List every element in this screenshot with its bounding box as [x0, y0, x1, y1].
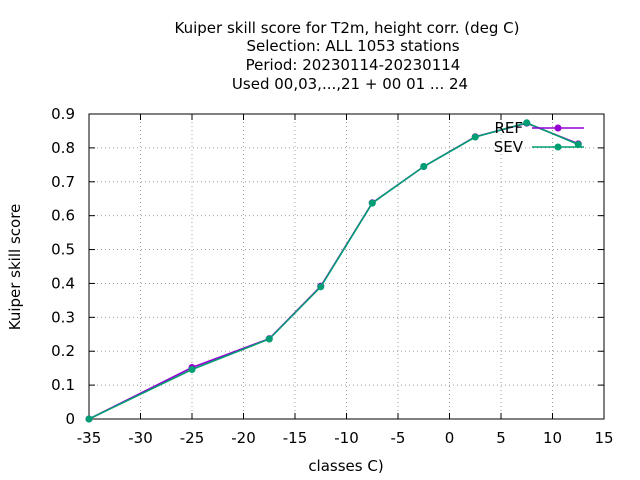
chart-title-line-1: Kuiper skill score for T2m, height corr.…	[175, 19, 520, 37]
y-tick-label: 0.3	[51, 308, 75, 326]
y-tick-label: 0.4	[51, 274, 75, 292]
series-sev	[85, 119, 582, 423]
chart-title-line-4: Used 00,03,...,21 + 00 01 ... 24	[232, 75, 468, 93]
x-tick-label: -35	[77, 429, 102, 447]
x-tick-label: -15	[283, 429, 308, 447]
data-series	[85, 119, 582, 423]
x-tick-label: 10	[543, 429, 562, 447]
x-tick-label: -5	[391, 429, 406, 447]
legend-marker-ref	[554, 124, 562, 132]
x-tick-label: -20	[231, 429, 256, 447]
series-line-ref	[88, 122, 579, 420]
data-point-sev	[85, 415, 93, 423]
y-tick-label: 0.5	[51, 241, 75, 259]
legend-marker-sev	[554, 143, 562, 151]
data-point-sev	[420, 163, 428, 171]
legend-label-ref: REF	[494, 119, 523, 137]
y-tick-label: 0.1	[51, 376, 75, 394]
y-tick-label: 0.2	[51, 342, 75, 360]
data-point-sev	[265, 335, 273, 343]
x-tick-label: -10	[334, 429, 359, 447]
x-tick-label: -30	[128, 429, 153, 447]
chart-title-line-3: Period: 20230114-20230114	[246, 56, 461, 74]
y-tick-label: 0.9	[51, 105, 75, 123]
plot-area-frame	[88, 113, 605, 420]
chart-title-line-2: Selection: ALL 1053 stations	[246, 37, 459, 55]
y-tick-label: 0.8	[51, 139, 75, 157]
x-tick-label: 0	[445, 429, 455, 447]
x-tick-label: 5	[496, 429, 506, 447]
series-ref	[85, 119, 582, 423]
data-point-sev	[523, 119, 531, 127]
data-point-sev	[317, 283, 325, 291]
x-tick-label: 15	[594, 429, 613, 447]
y-tick-label: 0.7	[51, 173, 75, 191]
legend-label-sev: SEV	[494, 138, 524, 156]
x-tick-label: -25	[180, 429, 205, 447]
x-axis-title: classes C)	[308, 457, 383, 475]
data-point-sev	[188, 366, 196, 374]
series-line-sev	[88, 121, 579, 420]
x-axis-tick-labels: -35 -30 -25 -20 -15 -10 -5 0 5 10 15	[77, 429, 614, 447]
data-point-sev	[368, 199, 376, 207]
grid-lines	[89, 114, 604, 419]
y-tick-label: 0.6	[51, 207, 75, 225]
y-tick-label: 0	[65, 410, 75, 428]
y-axis-title: Kuiper skill score	[6, 204, 24, 331]
data-point-sev	[471, 133, 479, 141]
y-axis-tick-labels: 0 0.1 0.2 0.3 0.4 0.5 0.6 0.7 0.8 0.9	[51, 105, 75, 428]
chart-title: Kuiper skill score for T2m, height corr.…	[175, 19, 520, 93]
